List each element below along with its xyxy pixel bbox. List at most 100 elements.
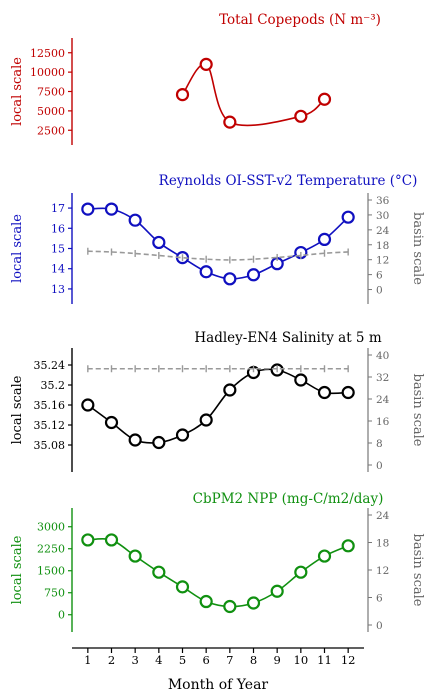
npp-ytick-label: 0	[58, 609, 65, 622]
salinity-point	[104, 415, 119, 430]
temperature-point	[341, 210, 355, 224]
temperature-y2tick-label: 0	[376, 285, 383, 297]
copepods-point	[223, 115, 237, 129]
npp-ytick-label: 750	[44, 587, 65, 600]
x-axis-label: Month of Year	[168, 677, 269, 693]
temperature-y2tick-label: 6	[376, 270, 383, 282]
salinity-ytick-label: 35.2	[41, 379, 66, 392]
temperature-title: Reynolds OI-SST-v2 Temperature (°C)	[159, 173, 418, 189]
temperature-y2tick-label: 36	[376, 195, 390, 207]
npp-y2tick-label: 12	[376, 565, 389, 577]
temperature-ytick-label: 15	[51, 243, 65, 256]
npp-point	[270, 584, 284, 598]
x-tick-label: 7	[226, 653, 233, 667]
temperature-point	[104, 202, 119, 216]
x-tick-label: 3	[132, 653, 139, 667]
x-tick-label: 8	[250, 653, 257, 667]
panel-temperature: Reynolds OI-SST-v2 Temperature (°C) 13 14 1…	[10, 173, 425, 304]
temperature-ytick-label: 13	[51, 283, 65, 296]
salinity-ytick-label: 35.08	[34, 439, 66, 452]
temperature-point	[317, 232, 332, 247]
copepods-title: Total Copepods (N m⁻³)	[219, 12, 381, 28]
copepods-point	[294, 109, 308, 123]
salinity-ytick-label: 35.24	[34, 359, 66, 372]
temperature-point	[223, 272, 237, 286]
x-tick-label: 4	[155, 653, 162, 667]
copepods-point	[175, 87, 190, 102]
salinity-ytick-label: 35.12	[34, 419, 66, 432]
npp-point	[317, 549, 332, 563]
temperature-line	[87, 207, 349, 280]
salinity-point	[223, 383, 237, 397]
temperature-ylabel: local scale	[10, 214, 25, 283]
panel-salinity: Hadley-EN4 Salinity at 5 m 35.08 35.12 35.1…	[10, 330, 425, 472]
copepods-point	[199, 57, 213, 71]
temperature-ytick-label: 17	[51, 202, 65, 215]
copepods-point	[317, 92, 332, 106]
temperature-point	[246, 268, 261, 282]
x-tick-label: 1	[84, 653, 91, 667]
salinity-ylabel: local scale	[10, 375, 25, 444]
npp-point	[294, 565, 308, 579]
temperature-ytick-label: 16	[51, 222, 65, 235]
npp-point	[223, 599, 237, 614]
x-tick-label: 5	[179, 653, 186, 667]
salinity-point	[152, 435, 166, 450]
x-tick-label: 10	[294, 653, 309, 667]
npp-ytick-label: 1500	[37, 565, 65, 578]
salinity-y2label: basin scale	[410, 374, 425, 447]
npp-point	[199, 594, 213, 609]
panel-npp: CbPM2 NPP (mg-C/m2/day) 0 750 1500 2250 3000 l…	[10, 491, 425, 632]
npp-y2tick-label: 24	[376, 510, 390, 522]
npp-ylabel: local scale	[10, 535, 25, 604]
npp-point	[152, 565, 166, 579]
salinity-y2tick-label: 0	[376, 460, 383, 472]
copepods-ytick-label: 7500	[37, 86, 65, 99]
salinity-y2tick-label: 8	[376, 438, 383, 450]
salinity-point	[294, 373, 308, 387]
copepods-ylabel: local scale	[10, 57, 25, 126]
temperature-y2tick-label: 30	[376, 210, 389, 222]
salinity-y2tick-label: 40	[376, 350, 389, 362]
npp-point	[341, 539, 355, 553]
npp-point	[104, 533, 119, 547]
temperature-point	[152, 235, 166, 250]
salinity-y2tick-label: 16	[376, 416, 390, 428]
npp-point	[246, 596, 261, 610]
salinity-title: Hadley-EN4 Salinity at 5 m	[194, 330, 381, 346]
temperature-point	[199, 265, 213, 279]
copepods-ytick-label: 12500	[30, 47, 65, 60]
x-tick-label: 6	[203, 653, 210, 667]
npp-y2tick-label: 18	[376, 538, 389, 550]
salinity-y2tick-label: 24	[376, 394, 390, 406]
npp-line	[87, 537, 349, 608]
npp-point	[128, 549, 142, 563]
salinity-point	[128, 433, 142, 447]
salinity-point	[175, 428, 190, 442]
temperature-y2tick-label: 12	[376, 255, 389, 267]
npp-y2label: basin scale	[410, 534, 425, 607]
temperature-point	[81, 202, 95, 216]
temperature-y2label: basin scale	[410, 212, 425, 285]
temperature-point	[128, 213, 142, 227]
salinity-point	[317, 385, 332, 400]
salinity-point	[81, 398, 95, 412]
salinity-ytick-label: 35.16	[34, 399, 66, 412]
npp-ytick-label: 3000	[37, 521, 65, 534]
salinity-point	[199, 413, 213, 427]
temperature-basin-line	[87, 250, 349, 261]
temperature-ytick-label: 14	[51, 263, 65, 276]
npp-point	[81, 533, 95, 547]
salinity-y2tick-label: 32	[376, 372, 389, 384]
temperature-y2tick-label: 18	[376, 240, 389, 252]
npp-point	[175, 580, 190, 594]
copepods-ytick-label: 10000	[30, 66, 65, 79]
npp-title: CbPM2 NPP (mg-C/m2/day)	[193, 491, 384, 507]
copepods-ytick-label: 5000	[37, 105, 65, 118]
x-tick-label: 11	[317, 653, 332, 667]
npp-ytick-label: 2250	[37, 543, 65, 556]
salinity-point	[341, 385, 355, 400]
npp-y2tick-label: 6	[376, 593, 383, 605]
